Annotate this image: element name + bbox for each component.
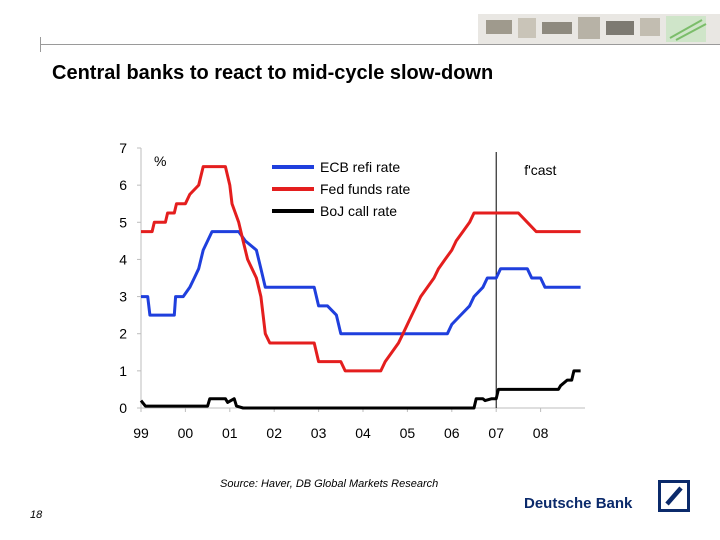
header-rule-tick <box>40 37 41 52</box>
page-number: 18 <box>30 509 43 521</box>
x-tick-label: 99 <box>133 425 149 441</box>
x-tick-label: 04 <box>355 425 371 441</box>
x-tick-label: 06 <box>444 425 460 441</box>
page-title: Central banks to react to mid-cycle slow… <box>52 62 494 84</box>
y-axis-unit-label: % <box>154 153 166 169</box>
x-tick-label: 00 <box>178 425 194 441</box>
x-tick-label: 01 <box>222 425 238 441</box>
legend-label: BoJ call rate <box>320 203 397 219</box>
x-tick-label: 03 <box>311 425 327 441</box>
series-line-3 <box>139 369 581 410</box>
series-line-1 <box>141 230 581 336</box>
y-tick-label: 3 <box>119 289 127 305</box>
header-banner-image <box>478 14 720 44</box>
series-line-2 <box>141 165 581 373</box>
y-tick-label: 5 <box>119 214 127 230</box>
x-tick-label: 07 <box>488 425 504 441</box>
source-note: Source: Haver, DB Global Markets Researc… <box>220 478 439 490</box>
deutsche-bank-logo <box>658 480 690 512</box>
header-rule <box>40 44 720 45</box>
forecast-label: f'cast <box>524 162 556 178</box>
brand-name: Deutsche Bank <box>524 495 633 512</box>
x-tick-label: 08 <box>533 425 549 441</box>
x-tick-label: 02 <box>266 425 282 441</box>
y-tick-label: 4 <box>119 251 127 267</box>
y-tick-label: 1 <box>119 363 127 379</box>
y-tick-label: 2 <box>119 326 127 342</box>
y-tick-label: 0 <box>119 400 127 416</box>
x-tick-label: 05 <box>400 425 416 441</box>
chart-legend: ECB refi rate Fed funds rate BoJ call rate <box>272 159 410 219</box>
legend-label: Fed funds rate <box>320 181 410 197</box>
y-tick-label: 7 <box>119 140 127 156</box>
chart-series <box>139 165 581 410</box>
y-tick-label: 6 <box>119 177 127 193</box>
legend-label: ECB refi rate <box>320 159 400 175</box>
